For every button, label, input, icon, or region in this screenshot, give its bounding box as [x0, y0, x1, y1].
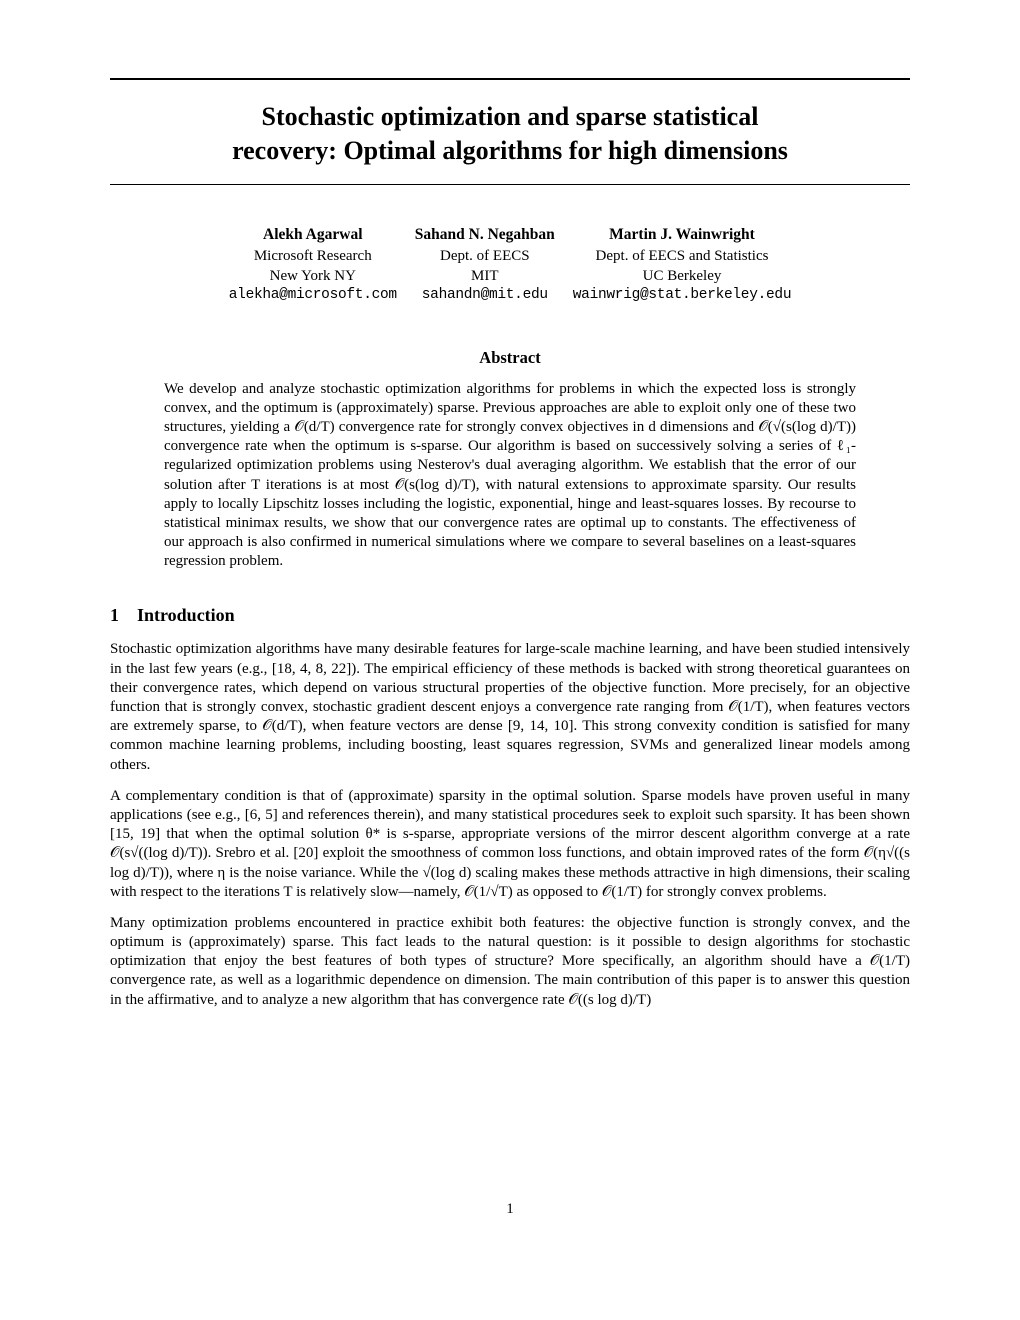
title-line-1: Stochastic optimization and sparse stati…	[262, 102, 759, 131]
section-number: 1	[110, 605, 119, 626]
paper-title: Stochastic optimization and sparse stati…	[110, 98, 910, 170]
page-number: 1	[110, 1201, 910, 1218]
author-affiliation: Dept. of EECS and Statistics	[573, 246, 791, 266]
author-name: Alekh Agarwal	[229, 225, 397, 246]
author-location: UC Berkeley	[573, 266, 791, 286]
author-location: MIT	[415, 266, 555, 286]
author-block-1: Alekh Agarwal Microsoft Research New Yor…	[229, 225, 397, 306]
author-block-3: Martin J. Wainwright Dept. of EECS and S…	[573, 225, 791, 306]
author-email: alekha@microsoft.com	[229, 286, 397, 306]
title-rule-bottom	[110, 184, 910, 185]
author-affiliation: Microsoft Research	[229, 246, 397, 266]
abstract-body: We develop and analyze stochastic optimi…	[164, 380, 856, 572]
paragraph-3: Many optimization problems encountered i…	[110, 914, 910, 1010]
author-name: Martin J. Wainwright	[573, 225, 791, 246]
author-email: wainwrig@stat.berkeley.edu	[573, 286, 791, 306]
author-location: New York NY	[229, 266, 397, 286]
author-email: sahandn@mit.edu	[415, 286, 555, 306]
author-block-2: Sahand N. Negahban Dept. of EECS MIT sah…	[415, 225, 555, 306]
author-affiliation: Dept. of EECS	[415, 246, 555, 266]
section-heading: 1 Introduction	[110, 605, 910, 626]
paragraph-2: A complementary condition is that of (ap…	[110, 787, 910, 902]
paragraph-1: Stochastic optimization algorithms have …	[110, 640, 910, 774]
abstract-heading: Abstract	[110, 348, 910, 368]
section-title: Introduction	[137, 605, 235, 625]
title-line-2: recovery: Optimal algorithms for high di…	[232, 136, 788, 165]
title-rule-top	[110, 78, 910, 80]
author-name: Sahand N. Negahban	[415, 225, 555, 246]
page-wrapper: Stochastic optimization and sparse stati…	[110, 78, 910, 1260]
authors-row: Alekh Agarwal Microsoft Research New Yor…	[110, 225, 910, 306]
